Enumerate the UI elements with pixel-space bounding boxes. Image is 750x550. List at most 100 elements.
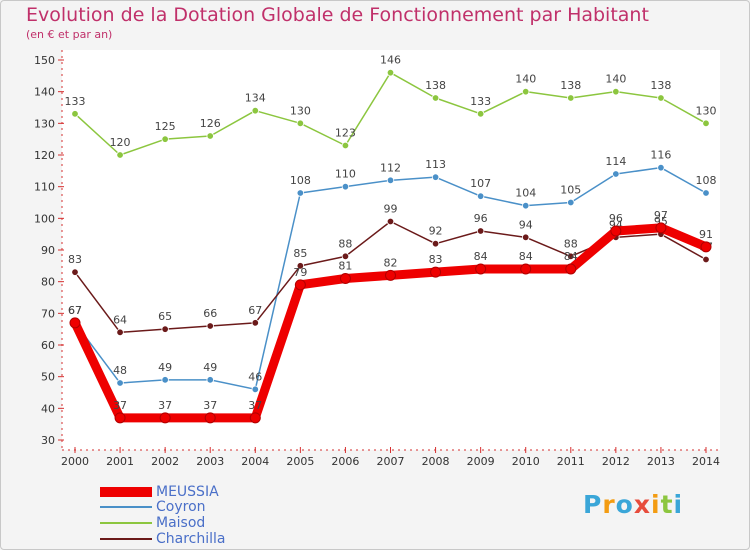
data-label-meussia-2004: 37 (248, 399, 262, 412)
point-maisod-2012 (612, 87, 620, 96)
point-coyron-2004 (251, 385, 259, 394)
x-tick-label-2013: 2013 (647, 455, 675, 468)
x-tick-label-2010: 2010 (512, 455, 540, 468)
point-meussia-2005 (294, 279, 306, 291)
point-charchilla-2003 (206, 322, 214, 330)
data-label-maisod-2009: 133 (470, 95, 491, 108)
point-charchilla-2004 (251, 319, 259, 327)
point-meussia-2012 (610, 225, 622, 237)
point-coyron-2003 (206, 376, 214, 384)
data-label-meussia-2013: 97 (654, 209, 668, 222)
point-meussia-2011 (565, 263, 577, 275)
point-meussia-2014 (700, 241, 712, 253)
x-tick-label-2003: 2003 (196, 455, 224, 468)
data-label-charchilla-2009: 96 (474, 212, 488, 225)
data-label-charchilla-2011: 88 (564, 237, 578, 250)
point-maisod-2006 (341, 141, 350, 150)
y-tick-label-40: 40 (41, 402, 55, 415)
data-label-meussia-2010: 84 (519, 250, 533, 263)
data-label-maisod-2001: 120 (110, 136, 131, 149)
point-charchilla-2000 (71, 268, 79, 276)
data-label-maisod-2013: 138 (650, 79, 671, 92)
point-maisod-2008 (431, 94, 440, 102)
x-tick-label-2012: 2012 (602, 455, 630, 468)
legend-swatch-coyron (100, 506, 152, 508)
point-charchilla-2002 (161, 325, 169, 333)
data-label-charchilla-2005: 85 (293, 247, 307, 260)
data-label-coyron-2001: 48 (113, 364, 127, 377)
legend-label-coyron: Coyron (156, 499, 206, 515)
point-maisod-2002 (161, 135, 169, 143)
point-maisod-2005 (296, 119, 305, 128)
point-coyron-2013 (657, 163, 665, 172)
point-meussia-2010 (520, 263, 532, 275)
data-label-maisod-2008: 138 (425, 79, 446, 92)
point-meussia-2003 (204, 412, 216, 424)
x-tick-label-2009: 2009 (467, 455, 495, 468)
data-label-maisod-2002: 125 (155, 120, 176, 133)
point-charchilla-2001 (116, 328, 124, 337)
y-tick-label-90: 90 (41, 244, 55, 257)
point-charchilla-2014 (702, 255, 710, 264)
plot-area (62, 50, 720, 450)
point-meussia-2008 (430, 266, 442, 278)
proxiti-logo: Proxiti (583, 490, 684, 519)
point-charchilla-2006 (341, 252, 350, 261)
data-label-coyron-2003: 49 (203, 361, 217, 374)
data-label-maisod-2004: 134 (245, 92, 266, 105)
y-tick-label-70: 70 (41, 307, 55, 320)
point-maisod-2010 (522, 87, 530, 96)
point-meussia-2006 (339, 273, 351, 284)
point-maisod-2011 (567, 94, 575, 102)
point-meussia-2002 (159, 412, 171, 424)
data-label-meussia-2009: 84 (474, 250, 488, 263)
x-tick-label-2001: 2001 (106, 455, 134, 468)
point-charchilla-2007 (386, 217, 395, 226)
y-tick-label-120: 120 (34, 149, 55, 162)
chart-subtitle: (en € et par an) (26, 28, 113, 41)
data-label-charchilla-2010: 94 (519, 218, 533, 231)
point-coyron-2011 (567, 198, 575, 207)
point-charchilla-2010 (522, 233, 530, 242)
data-label-charchilla-2000: 83 (68, 253, 82, 266)
point-maisod-2013 (657, 94, 665, 102)
legend-swatch-meussia (100, 487, 152, 497)
data-label-charchilla-2004: 67 (248, 304, 262, 317)
legend-label-charchilla: Charchilla (156, 531, 226, 547)
point-maisod-2007 (386, 68, 395, 77)
data-label-charchilla-2008: 92 (429, 225, 443, 238)
point-coyron-2002 (161, 376, 169, 384)
data-label-maisod-2000: 133 (65, 95, 86, 108)
data-label-charchilla-2002: 65 (158, 310, 172, 323)
point-meussia-2007 (385, 269, 396, 281)
point-maisod-2001 (116, 151, 124, 159)
data-label-maisod-2006: 123 (335, 127, 356, 140)
data-label-maisod-2010: 140 (515, 73, 536, 86)
legend-label-maisod: Maisod (156, 515, 206, 531)
y-tick-label-80: 80 (41, 276, 55, 289)
point-coyron-2001 (116, 379, 124, 387)
x-tick-label-2004: 2004 (241, 455, 269, 468)
x-tick-label-2002: 2002 (151, 455, 179, 468)
data-label-meussia-2007: 82 (384, 256, 398, 269)
x-tick-label-2011: 2011 (557, 455, 585, 468)
data-label-maisod-2014: 130 (696, 104, 717, 117)
data-label-coyron-2014: 108 (696, 174, 717, 187)
legend-swatch-maisod (100, 522, 152, 524)
point-coyron-2009 (476, 192, 485, 200)
y-tick-label-30: 30 (41, 434, 55, 447)
data-label-coyron-2011: 105 (560, 184, 581, 197)
data-label-charchilla-2006: 88 (338, 237, 352, 250)
x-tick-label-2005: 2005 (286, 455, 314, 468)
data-label-coyron-2006: 110 (335, 168, 356, 181)
point-charchilla-2011 (567, 252, 575, 261)
point-meussia-2013 (655, 222, 667, 234)
y-tick-label-140: 140 (34, 86, 55, 99)
data-label-meussia-2000: 67 (68, 304, 82, 317)
point-meussia-2009 (475, 263, 487, 275)
data-label-meussia-2006: 81 (338, 260, 352, 273)
point-coyron-2008 (431, 173, 440, 181)
data-label-meussia-2002: 37 (158, 399, 172, 412)
data-label-meussia-2014: 91 (699, 228, 713, 241)
